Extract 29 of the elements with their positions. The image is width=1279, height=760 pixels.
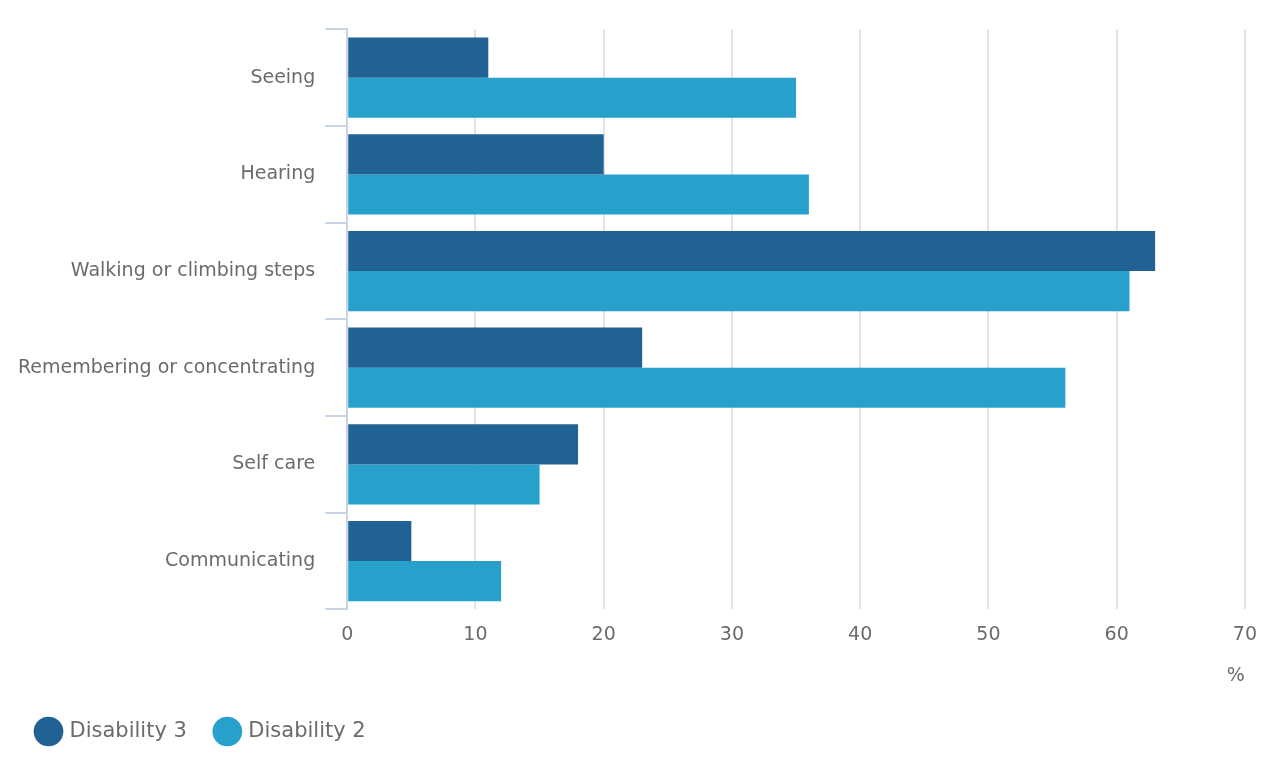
bar	[348, 520, 412, 562]
bar	[348, 174, 809, 215]
x-tick-label: 20	[591, 621, 616, 644]
bar	[348, 230, 1156, 272]
y-tick-label: Self care	[232, 451, 316, 474]
bar	[348, 77, 797, 118]
legend-label: Disability 2	[248, 717, 366, 742]
y-tick-label: Communicating	[165, 548, 316, 570]
bar	[348, 37, 489, 78]
bar	[348, 134, 604, 175]
x-tick-label: 0	[341, 621, 354, 644]
bar	[348, 367, 1066, 408]
bar	[348, 561, 502, 602]
bar	[348, 327, 643, 368]
x-axis-title: %	[1226, 662, 1245, 685]
x-tick-label: 70	[1232, 621, 1258, 644]
y-tick-label: Seeing	[250, 64, 316, 87]
bar	[348, 464, 540, 505]
x-tick-label: 30	[719, 621, 745, 644]
legend-label: Disability 3	[69, 717, 187, 742]
x-tick-label: 50	[976, 621, 1001, 644]
bar	[348, 271, 1130, 312]
y-tick-label: Hearing	[240, 161, 316, 184]
x-tick-label: 40	[848, 621, 873, 644]
y-tick-label: Walking or climbing steps	[70, 258, 316, 280]
x-tick-label: 10	[463, 621, 488, 644]
y-tick-label: Remembering or concentrating	[17, 354, 316, 377]
x-tick-label: 60	[1104, 621, 1129, 644]
bar	[348, 424, 579, 465]
